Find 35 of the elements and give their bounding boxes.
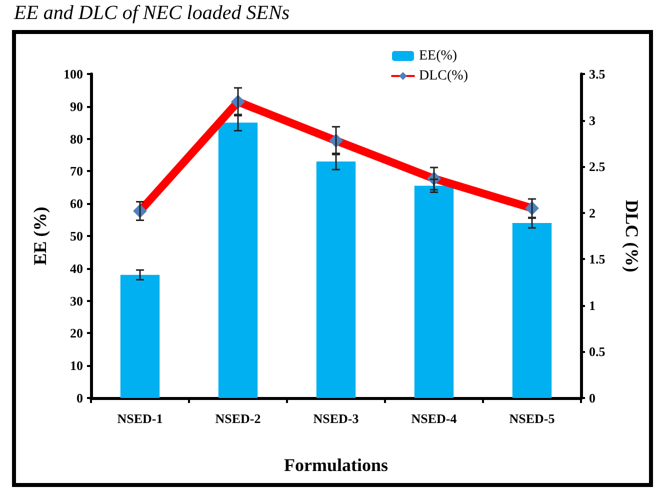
y-tick-label: 50: [70, 228, 83, 244]
bar: [316, 161, 356, 398]
y2-tick-label: 1.5: [589, 252, 606, 267]
bar: [218, 122, 258, 398]
x-tick-label: NSED-3: [313, 411, 360, 426]
bar: [120, 274, 160, 398]
x-axis-title: Formulations: [284, 455, 388, 475]
y2-tick-label: 1: [589, 298, 596, 313]
legend-label: DLC(%): [419, 68, 468, 84]
x-tick-label: NSED-4: [411, 411, 458, 426]
y-tick-label: 90: [70, 98, 83, 114]
y-tick-label: 100: [64, 66, 83, 82]
y2-tick-label: 0: [589, 390, 596, 406]
x-tick-label: NSED-5: [509, 411, 556, 426]
y-tick-label: 80: [70, 131, 83, 146]
bar: [512, 223, 552, 398]
y2-tick-label: 3: [589, 112, 596, 128]
y-tick-label: 10: [70, 358, 83, 374]
y-tick-label: 70: [70, 164, 83, 179]
y-tick-label: 40: [70, 260, 83, 276]
y2-tick-label: 2.5: [589, 159, 606, 174]
y-tick-label: 0: [76, 390, 83, 406]
x-tick-label: NSED-2: [215, 411, 261, 426]
y-tick-label: 20: [70, 326, 83, 341]
y-tick-label: 60: [70, 196, 83, 212]
y2-tick-label: 0.5: [589, 344, 606, 360]
y-tick-label: 30: [70, 293, 83, 308]
x-tick-label: NSED-1: [117, 411, 163, 426]
y2-tick-label: 3.5: [589, 66, 606, 82]
y-axis-title: EE (%): [30, 206, 50, 266]
legend-label: EE(%): [419, 48, 458, 64]
y2-axis-title: DLC (%): [622, 200, 642, 272]
bar: [414, 186, 454, 398]
chart-title: EE and DLC of NEC loaded SENs: [14, 2, 290, 25]
y2-tick-label: 2: [589, 205, 596, 220]
